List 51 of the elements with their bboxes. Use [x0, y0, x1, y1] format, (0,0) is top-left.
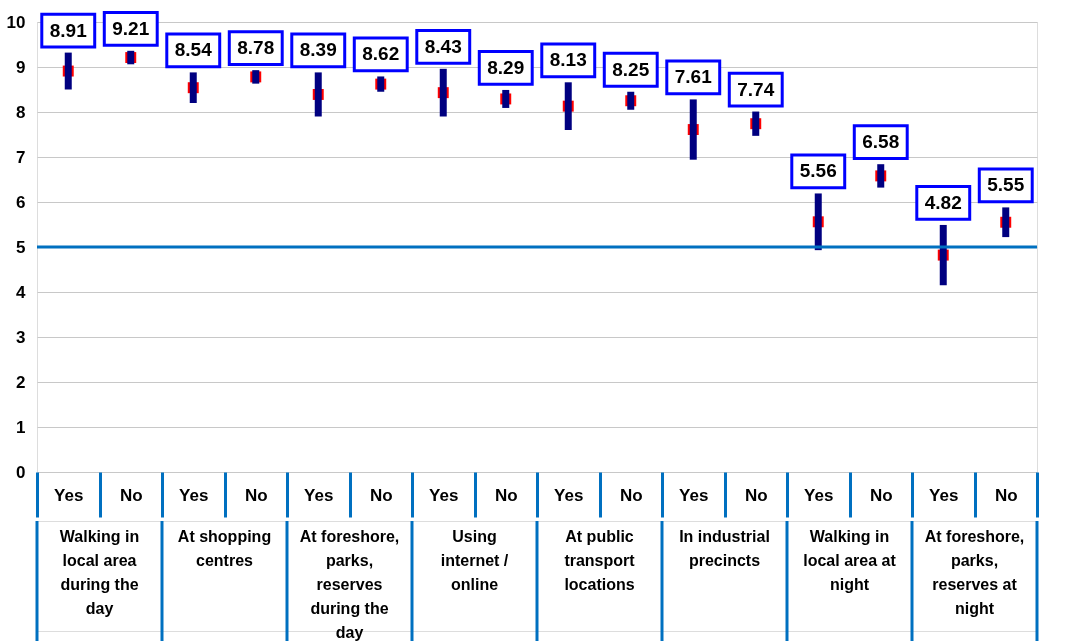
x-tick-label: Yes	[804, 485, 834, 505]
y-tick-label: 4	[16, 282, 27, 302]
y-tick-label: 0	[16, 462, 26, 482]
data-label: 8.13	[549, 49, 587, 71]
x-tick-label: No	[869, 485, 893, 505]
text: Using internet / online	[440, 528, 509, 593]
y-tick-label: 10	[6, 12, 26, 32]
data-label: 8.43	[424, 35, 462, 57]
data-label: 8.29	[487, 56, 525, 78]
x-tick-label: Yes	[679, 485, 709, 505]
y-tick-label: 3	[16, 327, 26, 347]
data-label: 7.74	[737, 78, 775, 100]
data-label: 5.55	[987, 174, 1025, 196]
data-label: 8.39	[299, 39, 337, 61]
x-tick-label: No	[244, 485, 268, 505]
text: At shopping centres	[177, 528, 272, 569]
text: At foreshore, parks, reserves during the day	[299, 528, 400, 641]
y-tick-label: 1	[16, 417, 26, 437]
y-tick-label: 9	[16, 57, 26, 77]
x-tick-label: No	[744, 485, 768, 505]
data-label: 8.62	[362, 43, 400, 65]
x-tick-label: Yes	[429, 485, 459, 505]
text: Walking in local area during the day	[59, 528, 140, 617]
data-label: 4.82	[924, 191, 962, 213]
y-tick-label: 7	[16, 147, 26, 167]
x-tick-label: Yes	[554, 485, 584, 505]
data-label: 8.78	[237, 37, 275, 59]
text: At public transport locations	[564, 528, 636, 593]
x-tick-label: No	[119, 485, 143, 505]
x-tick-label: Yes	[304, 485, 334, 505]
text: At foreshore, parks, reserves at night	[924, 528, 1025, 617]
data-label: 8.25	[612, 58, 650, 80]
data-label: 8.91	[49, 19, 88, 41]
text: In industrial precincts	[679, 528, 770, 569]
y-tick-label: 5	[16, 237, 26, 257]
text: Walking in local area at night	[803, 528, 897, 593]
x-tick-label: No	[619, 485, 643, 505]
data-label: 6.58	[862, 131, 900, 153]
y-tick-label: 6	[16, 192, 26, 212]
data-label: 5.56	[799, 160, 837, 182]
data-label: 9.21	[112, 17, 150, 39]
y-tick-label: 2	[16, 372, 26, 392]
x-tick-label: Yes	[929, 485, 959, 505]
data-label: 7.61	[674, 66, 713, 88]
x-tick-label: No	[994, 485, 1018, 505]
x-tick-label: Yes	[179, 485, 209, 505]
x-tick-label: No	[369, 485, 393, 505]
x-tick-label: Yes	[54, 485, 84, 505]
data-label: 8.54	[174, 39, 213, 61]
y-tick-label: 8	[16, 102, 26, 122]
x-tick-label: No	[494, 485, 518, 505]
